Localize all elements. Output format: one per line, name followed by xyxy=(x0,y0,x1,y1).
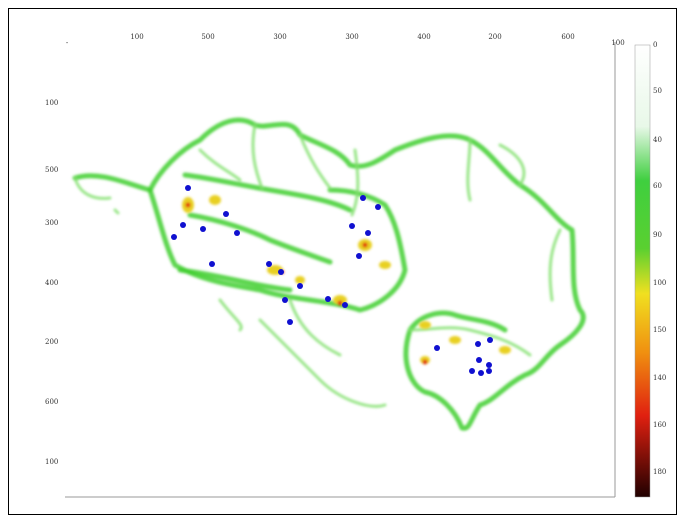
plot-axes xyxy=(65,42,616,498)
top-tick-label: 300 xyxy=(273,33,286,41)
left-axis: 100 500 300 400 200 600 100 xyxy=(45,99,58,466)
colorbar xyxy=(634,44,651,498)
colorbar-label: 90 xyxy=(653,231,662,239)
left-tick-label: 100 xyxy=(45,99,58,107)
top-tick-label: 400 xyxy=(417,33,430,41)
left-tick-label: 200 xyxy=(45,338,58,346)
colorbar-label: 140 xyxy=(653,374,666,382)
axis-dash: - xyxy=(66,39,69,47)
colorbar-labels: 0 50 40 60 90 100 150 140 160 180 xyxy=(653,41,666,476)
colorbar-label: 100 xyxy=(653,279,666,287)
top-tick-label: 600 xyxy=(561,33,574,41)
hot-spots xyxy=(182,195,511,365)
heatmap xyxy=(72,117,586,431)
top-tick-label: 100 xyxy=(130,33,143,41)
left-tick-label: 500 xyxy=(45,166,58,174)
top-tick-label: 300 xyxy=(345,33,358,41)
colorbar-label: 160 xyxy=(653,421,666,429)
top-axis: 100 500 300 300 400 200 600 100 xyxy=(130,33,624,47)
colorbar-label: 150 xyxy=(653,326,666,334)
colorbar-label: 50 xyxy=(653,87,662,95)
frame xyxy=(8,8,677,515)
left-tick-label: 600 xyxy=(45,398,58,406)
top-tick-label: 200 xyxy=(488,33,501,41)
top-tick-label: 100 xyxy=(611,39,624,47)
left-tick-label: 400 xyxy=(45,279,58,287)
left-tick-label: 300 xyxy=(45,219,58,227)
markers xyxy=(171,185,493,376)
colorbar-label: 60 xyxy=(653,182,662,190)
top-tick-label: 500 xyxy=(201,33,214,41)
colorbar-label: 40 xyxy=(653,136,662,144)
colorbar-label: 0 xyxy=(653,41,657,49)
colorbar-label: 180 xyxy=(653,468,666,476)
left-tick-label: 100 xyxy=(45,458,58,466)
